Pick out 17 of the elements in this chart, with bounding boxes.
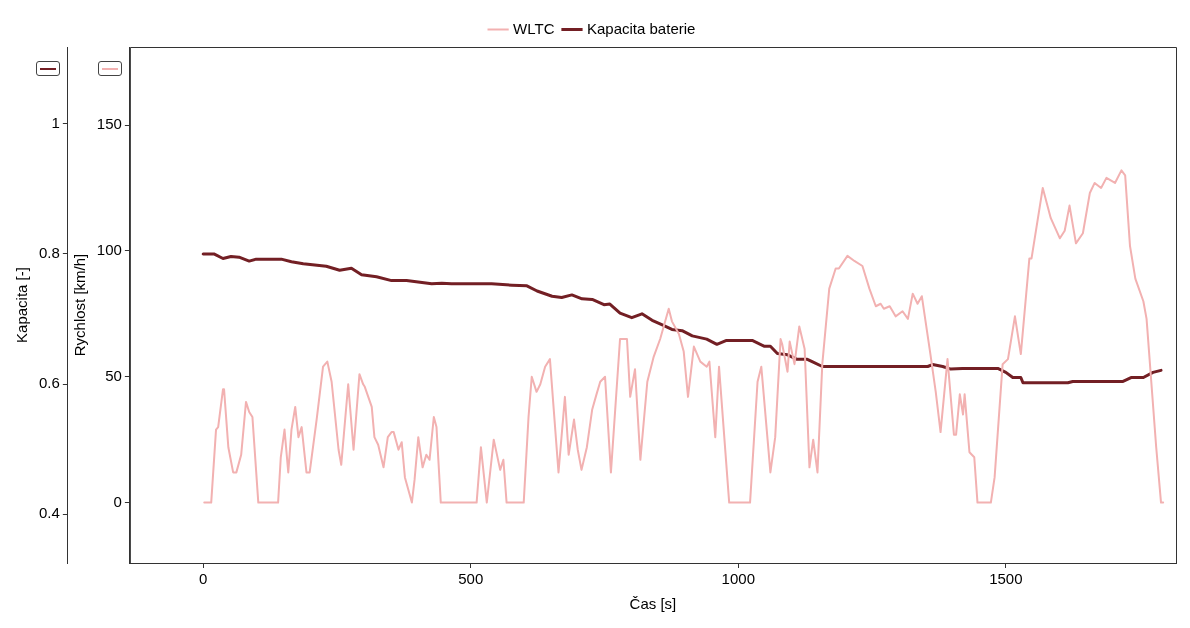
y-tick-label: 0 — [113, 492, 122, 510]
x-axis-title: Čas [s] — [629, 595, 677, 613]
y-tick-label: 100 — [96, 241, 122, 259]
x-tick-label: 0 — [199, 570, 208, 588]
y2-tick-label: 0.8 — [38, 244, 60, 262]
y2-axis-title: Kapacita [-] — [13, 267, 31, 343]
y2-tick-label: 0.6 — [38, 374, 60, 392]
y-tick-label: 150 — [96, 115, 122, 133]
y-axis-title: Rychlost [km/h] — [70, 253, 88, 357]
x-tick-label: 500 — [458, 570, 484, 588]
x-tick-label: 1000 — [721, 570, 755, 588]
x-tick-label: 1500 — [989, 570, 1023, 588]
legend-label: WLTC — [513, 19, 555, 37]
y2-tick-label: 1 — [51, 113, 60, 131]
y-tick-label: 50 — [105, 366, 122, 384]
legend-label: Kapacita baterie — [586, 19, 696, 37]
y2-tick-label: 0.4 — [38, 504, 60, 522]
